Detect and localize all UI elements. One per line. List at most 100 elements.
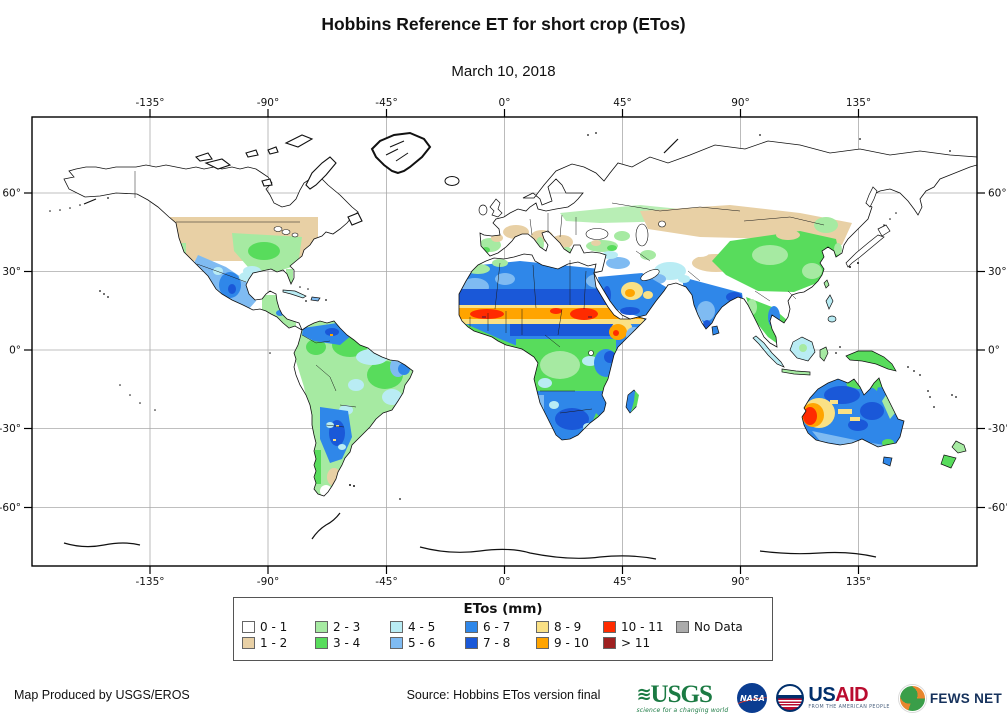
usaid-tagline: FROM THE AMERICAN PEOPLE — [808, 705, 890, 711]
greenland — [370, 131, 432, 175]
axis-labels-left: 60° 30° 0° -30° -60° — [0, 188, 21, 515]
usgs-logo: ≋ USGS science for a changing world — [636, 682, 728, 714]
continent-south-america — [293, 320, 414, 497]
legend-swatch — [390, 621, 403, 633]
lon-tick-label: 0° — [499, 97, 511, 109]
lon-tick-label: 0° — [499, 576, 511, 588]
legend-label: No Data — [694, 620, 743, 634]
source-text: Source: Hobbins ETos version final — [406, 688, 601, 702]
legend-item: 2 - 3 — [315, 619, 390, 635]
lon-tick-label: 90° — [731, 97, 750, 109]
legend-label: 10 - 11 — [621, 620, 664, 634]
legend-swatch — [465, 637, 478, 649]
lon-tick-label: 90° — [731, 576, 750, 588]
legend-swatch — [536, 621, 549, 633]
legend-item: 10 - 11 — [603, 619, 676, 635]
legend-item: 3 - 4 — [315, 635, 390, 651]
world-map: -135° -90° -45° 0° 45° 90° 135° -135° -9… — [0, 97, 1007, 588]
continent-eurasia — [479, 140, 978, 356]
produced-by-text: Map Produced by USGS/EROS — [14, 688, 190, 702]
legend-label: 7 - 8 — [483, 636, 511, 650]
iceland — [444, 176, 460, 186]
lat-tick-label: -60° — [0, 502, 21, 514]
legend-item: No Data — [676, 619, 762, 635]
legend-swatch — [390, 637, 403, 649]
lat-tick-label: -60° — [988, 502, 1007, 514]
small-island-dots — [49, 132, 957, 500]
fewsnet-logo: FEWS NET — [898, 684, 1002, 712]
inland-seas — [585, 220, 666, 356]
lon-tick-label: -135° — [135, 576, 164, 588]
lat-tick-label: -30° — [988, 423, 1007, 435]
legend-label: 1 - 2 — [260, 636, 288, 650]
lon-tick-label: -135° — [135, 97, 164, 109]
legend-swatch — [315, 621, 328, 633]
lat-tick-label: 30° — [988, 266, 1007, 278]
nasa-wordmark: NASA — [739, 693, 765, 703]
legend-label: 3 - 4 — [333, 636, 361, 650]
legend-item: 1 - 2 — [242, 635, 315, 651]
usaid-seal-icon — [776, 684, 805, 712]
continent-north-america — [63, 164, 359, 331]
legend-label: 2 - 3 — [333, 620, 361, 634]
lat-tick-label: 30° — [2, 266, 21, 278]
usgs-wordmark: USGS — [650, 681, 713, 708]
lon-tick-label: 135° — [846, 576, 871, 588]
lon-tick-label: 135° — [846, 97, 871, 109]
legend-item-empty — [676, 635, 762, 651]
legend-swatch — [603, 637, 616, 649]
islands — [282, 186, 967, 469]
legend-swatch — [676, 621, 689, 633]
lat-tick-label: -30° — [0, 423, 21, 435]
usgs-tagline: science for a changing world — [636, 707, 729, 714]
lon-tick-label: -90° — [257, 576, 279, 588]
country-borders — [134, 171, 825, 428]
legend-swatch — [315, 637, 328, 649]
nasa-logo: NASA — [737, 683, 768, 713]
lon-tick-label: -45° — [375, 576, 397, 588]
usaid-wordmark-us: US — [808, 683, 836, 706]
legend-label: 9 - 10 — [554, 636, 589, 650]
map-frame — [24, 109, 985, 574]
arctic-coast-fragments — [83, 138, 679, 205]
legend-grid: 0 - 1 2 - 3 4 - 5 6 - 7 8 - 9 10 - 11 No… — [242, 619, 772, 651]
usaid-wordmark-aid: AID — [835, 683, 869, 706]
lat-tick-label: 60° — [988, 188, 1007, 200]
legend-label: > 11 — [621, 636, 651, 650]
lat-tick-label: 60° — [2, 188, 21, 200]
page-subtitle: March 10, 2018 — [451, 63, 556, 80]
fewsnet-wordmark: FEWS NET — [929, 690, 1002, 706]
legend-title: ETos (mm) — [463, 601, 543, 617]
usgs-wave-icon: ≋ — [636, 683, 651, 705]
axis-labels-bottom: -135° -90° -45° 0° 45° 90° 135° — [135, 576, 871, 588]
legend-swatch — [242, 621, 255, 633]
legend-label: 4 - 5 — [408, 620, 436, 634]
lon-tick-label: 45° — [613, 576, 632, 588]
legend-label: 6 - 7 — [483, 620, 511, 634]
lon-tick-label: -45° — [375, 97, 397, 109]
lon-tick-label: 45° — [613, 97, 632, 109]
axis-labels-top: -135° -90° -45° 0° 45° 90° 135° — [135, 97, 871, 109]
legend-swatch — [242, 637, 255, 649]
axis-labels-right: 60° 30° 0° -30° -60° — [988, 188, 1007, 515]
legend-item: 8 - 9 — [536, 619, 603, 635]
legend-item: 9 - 10 — [536, 635, 603, 651]
legend-item: 0 - 1 — [242, 619, 315, 635]
legend-swatch — [465, 621, 478, 633]
continent-australia — [801, 377, 905, 448]
page-title: Hobbins Reference ET for short crop (ETo… — [321, 14, 686, 34]
lat-tick-label: 0° — [9, 345, 21, 357]
usaid-logo: USAID FROM THE AMERICAN PEOPLE — [776, 684, 889, 712]
legend-item: 7 - 8 — [465, 635, 536, 651]
antarctica-coast — [63, 512, 877, 560]
legend-label: 8 - 9 — [554, 620, 582, 634]
arctic-islands — [194, 134, 363, 226]
logo-strip: ≋ USGS science for a changing world NASA… — [636, 677, 1002, 719]
fewsnet-globe-icon — [898, 684, 926, 712]
legend-label: 0 - 1 — [260, 620, 288, 634]
legend-swatch — [536, 637, 549, 649]
legend-item: 4 - 5 — [390, 619, 465, 635]
legend: ETos (mm) 0 - 1 2 - 3 4 - 5 6 - 7 8 - 9 … — [233, 597, 773, 661]
legend-item: 6 - 7 — [465, 619, 536, 635]
